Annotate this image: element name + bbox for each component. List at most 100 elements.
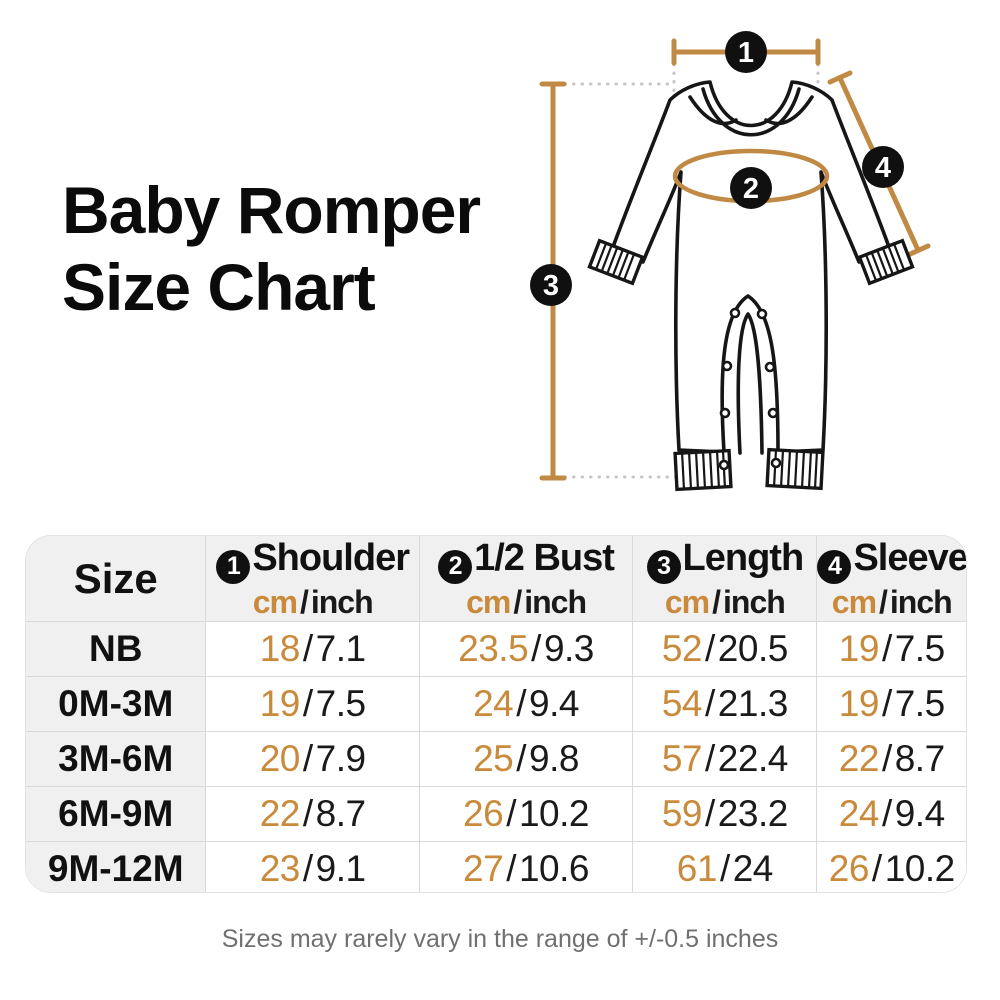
value-cell: 23/9.1 [206, 842, 420, 892]
inch-value: 9.3 [543, 628, 594, 669]
value-separator: / [506, 848, 516, 889]
size-cell: NB [26, 622, 207, 677]
value-separator: / [531, 628, 541, 669]
shoulder-header-label: Shoulder [252, 537, 410, 580]
length-column-header: 3 Length cm/inch [633, 536, 818, 622]
value-cell: 54/21.3 [633, 677, 818, 732]
table-row: NB 18/7.1 23.5/9.3 52/20.5 19/7.5 [26, 622, 966, 677]
inch-value: 8.7 [894, 738, 945, 779]
size-cell: 0M-3M [26, 677, 207, 732]
bust-header-label: 1/2 Bust [474, 537, 615, 580]
sleeve-header-label: Sleeve [853, 537, 967, 580]
value-cell: 20/7.9 [206, 732, 420, 787]
marker-sleeve: 4 [862, 146, 904, 188]
inch-value: 24 [732, 848, 774, 889]
value-separator: / [881, 683, 892, 724]
value-separator: / [302, 628, 313, 669]
cm-value: 26 [828, 848, 870, 889]
marker-4-badge: 4 [817, 549, 852, 584]
bust-units: cm/inch [466, 583, 587, 620]
value-separator: / [705, 793, 715, 834]
shoulder-units: cm/inch [252, 583, 374, 620]
size-cell: 9M-12M [26, 842, 207, 892]
value-separator: / [719, 848, 730, 889]
cm-value: 26 [463, 793, 504, 834]
svg-text:4: 4 [875, 152, 891, 184]
dotted-guides [563, 54, 820, 479]
cm-value: 27 [463, 848, 504, 889]
value-separator: / [705, 628, 715, 669]
value-separator: / [302, 793, 313, 834]
romper-outline [611, 80, 891, 455]
table-row: 9M-12M 23/9.1 27/10.6 61/24 26/10.2 [26, 842, 966, 892]
cm-value: 19 [838, 628, 880, 669]
cm-value: 25 [473, 738, 514, 779]
inch-value: 8.7 [315, 793, 366, 834]
inch-value: 10.6 [518, 848, 590, 889]
cm-value: 52 [661, 628, 703, 669]
snap-buttons [718, 307, 782, 471]
arm-cuff-right [857, 238, 915, 286]
size-table-container: Size 1 Shoulder cm/inch 2 1/2 Bust cm/inch… [25, 535, 967, 893]
size-cell: 6M-9M [26, 787, 207, 842]
cm-value: 57 [661, 738, 703, 779]
cm-value: 19 [838, 683, 880, 724]
value-separator: / [871, 848, 882, 889]
inch-value: 9.4 [529, 683, 579, 724]
inch-value: 23.2 [717, 793, 789, 834]
header-row: Size 1 Shoulder cm/inch 2 1/2 Bust cm/inch… [26, 536, 966, 622]
footer-note: Sizes may rarely vary in the range of +/… [221, 925, 779, 953]
cm-value: 20 [259, 738, 301, 779]
value-cell: 19/7.5 [817, 622, 966, 677]
shoulder-column-header: 1 Shoulder cm/inch [206, 536, 420, 622]
value-cell: 19/7.5 [817, 677, 966, 732]
value-cell: 23.5/9.3 [419, 622, 634, 677]
cm-value: 61 [676, 848, 718, 889]
cm-value: 18 [259, 628, 301, 669]
value-separator: / [302, 848, 313, 889]
size-cell: 3M-6M [26, 732, 207, 787]
table-row: 0M-3M 19/7.5 24/9.4 54/21.3 19/7.5 [26, 677, 966, 732]
value-cell: 52/20.5 [633, 622, 818, 677]
value-cell: 18/7.1 [206, 622, 420, 677]
marker-length: 3 [530, 264, 572, 306]
inch-value: 10.2 [518, 793, 590, 834]
sleeve-units: cm/inch [831, 583, 953, 620]
size-table: Size 1 Shoulder cm/inch 2 1/2 Bust cm/inch… [26, 536, 966, 892]
length-units: cm/inch [664, 583, 786, 620]
value-separator: / [302, 683, 313, 724]
inch-value: 20.5 [717, 628, 789, 669]
cm-value: 22 [838, 738, 880, 779]
marker-3-badge: 3 [646, 549, 681, 584]
sleeve-column-header: 4 Sleeve cm/inch [817, 536, 966, 622]
value-separator: / [302, 738, 313, 779]
cm-value: 54 [661, 683, 703, 724]
inch-value: 22.4 [717, 738, 789, 779]
value-separator: / [881, 628, 892, 669]
value-separator: / [516, 738, 527, 779]
value-separator: / [705, 738, 715, 779]
page-title-line1: Baby Romper [62, 173, 481, 247]
value-separator: / [881, 738, 892, 779]
size-header-label: Size [73, 554, 158, 602]
value-separator: / [516, 683, 527, 724]
svg-text:3: 3 [543, 270, 559, 302]
svg-text:2: 2 [743, 173, 759, 205]
leg-cuff-left [673, 448, 733, 492]
romper-measurement-diagram: 1 2 3 4 [530, 31, 931, 492]
value-cell: 19/7.5 [206, 677, 420, 732]
value-cell: 57/22.4 [633, 732, 818, 787]
inch-value: 7.1 [315, 628, 366, 669]
size-column-header: Size [26, 536, 207, 622]
cm-value: 23.5 [458, 628, 529, 669]
bust-column-header: 2 1/2 Bust cm/inch [419, 536, 634, 622]
inch-value: 9.4 [894, 793, 945, 834]
inch-value: 7.5 [894, 683, 945, 724]
table-row: 6M-9M 22/8.7 26/10.2 59/23.2 24/9.4 [26, 787, 966, 842]
value-cell: 24/9.4 [419, 677, 634, 732]
value-cell: 22/8.7 [817, 732, 966, 787]
inch-value: 9.1 [315, 848, 366, 889]
value-separator: / [506, 793, 516, 834]
leg-cuff-right [765, 447, 825, 491]
